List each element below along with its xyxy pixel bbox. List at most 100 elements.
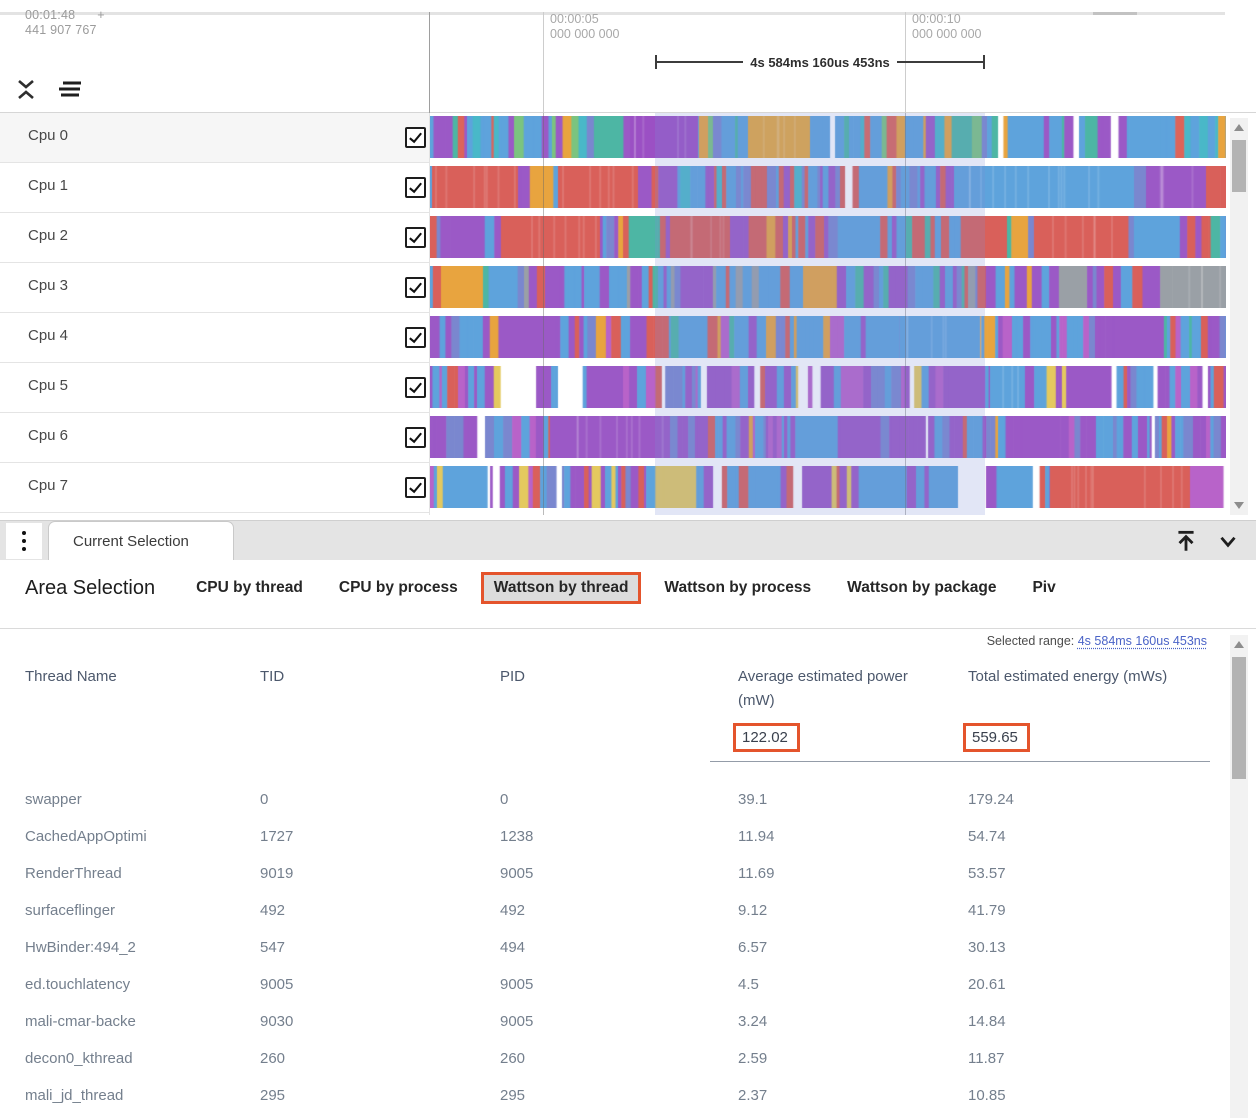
cell-tid: 9019	[260, 865, 294, 882]
chevron-down-icon[interactable]	[1214, 528, 1242, 554]
track-title: Cpu 5	[28, 377, 69, 394]
cell-thread: HwBinder:494_2	[25, 939, 136, 956]
cell-energy: 179.24	[968, 791, 1014, 808]
cursor-offset-sign: +	[97, 8, 105, 22]
table-row: decon0_kthread 260 260 2.59 11.87	[0, 1040, 1230, 1077]
table-row: HwBinder:494_2 547 494 6.57 30.13	[0, 929, 1230, 966]
track-checkbox[interactable]	[405, 127, 426, 148]
col-header-thread: Thread Name	[25, 668, 117, 685]
cpu-sched-track[interactable]	[430, 466, 1226, 508]
kebab-menu-icon[interactable]	[6, 523, 42, 559]
selected-range-link[interactable]: 4s 584ms 160us 453ns	[1077, 634, 1207, 648]
details-scrollbar[interactable]	[1230, 635, 1248, 1118]
cpu-sched-track[interactable]	[430, 266, 1226, 308]
cell-pid: 0	[500, 791, 509, 808]
cpu-track-row[interactable]: Cpu 6	[0, 413, 1256, 463]
cell-tid: 9030	[260, 1013, 294, 1030]
track-title: Cpu 4	[28, 327, 69, 344]
scroll-thumb[interactable]	[1232, 657, 1246, 779]
cell-tid: 547	[260, 939, 286, 956]
cpu-sched-track[interactable]	[430, 116, 1226, 158]
track-title: Cpu 7	[28, 477, 69, 494]
cpu-sched-track[interactable]	[430, 416, 1226, 458]
dock-to-top-icon[interactable]	[1172, 528, 1200, 554]
track-checkbox[interactable]	[405, 277, 426, 298]
cursor-timestamp: 00:01:48 +441 907 767	[25, 8, 105, 37]
panel-track-divider	[429, 12, 430, 113]
scroll-up-arrow[interactable]	[1234, 641, 1244, 648]
detail-tab-piv[interactable]: Piv	[1032, 579, 1056, 596]
cell-energy: 41.79	[968, 902, 1006, 919]
cell-energy: 20.61	[968, 976, 1006, 993]
trace-overview-strip[interactable]	[0, 12, 1225, 15]
cell-thread: CachedAppOptimi	[25, 828, 147, 845]
total-energy-value: 559.65	[963, 723, 1030, 752]
track-checkbox[interactable]	[405, 227, 426, 248]
flatten-tracks-icon[interactable]	[56, 76, 84, 102]
scroll-down-arrow[interactable]	[1234, 502, 1244, 509]
scroll-thumb[interactable]	[1232, 140, 1246, 192]
cell-pid: 9005	[500, 976, 534, 993]
track-title: Cpu 6	[28, 427, 69, 444]
cell-thread: RenderThread	[25, 865, 122, 882]
cell-pid: 1238	[500, 828, 534, 845]
cpu-track-row[interactable]: Cpu 0	[0, 113, 1256, 163]
track-list: Cpu 0 Cpu 1 Cpu 2 Cpu 3	[0, 113, 1256, 515]
ruler-tick: 00:00:10 000 000 000	[905, 12, 982, 113]
tracks-scrollbar[interactable]	[1230, 118, 1248, 515]
track-title: Cpu 0	[28, 127, 69, 144]
track-checkbox[interactable]	[405, 477, 426, 498]
cpu-track-row[interactable]: Cpu 2	[0, 213, 1256, 263]
cpu-track-row[interactable]: Cpu 3	[0, 263, 1256, 313]
detail-tab-cpu-by-process[interactable]: CPU by process	[338, 579, 458, 596]
cell-power: 2.59	[738, 1050, 768, 1067]
cell-power: 2.37	[738, 1087, 768, 1104]
cell-energy: 30.13	[968, 939, 1006, 956]
cell-power: 4.5	[738, 976, 759, 993]
scroll-up-arrow[interactable]	[1234, 124, 1244, 131]
cpu-sched-track[interactable]	[430, 166, 1226, 208]
track-checkbox[interactable]	[405, 377, 426, 398]
cell-tid: 9005	[260, 976, 294, 993]
table-row: swapper 0 0 39.1 179.24	[0, 781, 1230, 818]
cell-thread: mali_jd_thread	[25, 1087, 124, 1104]
tab-current-selection[interactable]: Current Selection	[48, 521, 234, 561]
table-row: RenderThread 9019 9005 11.69 53.57	[0, 855, 1230, 892]
cell-energy: 14.84	[968, 1013, 1006, 1030]
track-title: Cpu 1	[28, 177, 69, 194]
detail-tab-wattson-by-process[interactable]: Wattson by process	[664, 579, 812, 596]
cell-thread: mali-cmar-backe	[25, 1013, 136, 1030]
cpu-track-row[interactable]: Cpu 7	[0, 463, 1256, 513]
cell-pid: 494	[500, 939, 526, 956]
track-checkbox[interactable]	[405, 427, 426, 448]
track-checkbox[interactable]	[405, 327, 426, 348]
track-checkbox[interactable]	[405, 177, 426, 198]
cpu-sched-track[interactable]	[430, 216, 1226, 258]
cell-power: 6.57	[738, 939, 768, 956]
table-row: ed.touchlatency 9005 9005 4.5 20.61	[0, 966, 1230, 1003]
detail-tab-wattson-by-package[interactable]: Wattson by package	[847, 579, 997, 596]
cpu-sched-track[interactable]	[430, 316, 1226, 358]
col-header-tid: TID	[260, 668, 285, 685]
overview-viewport-mark[interactable]	[1093, 12, 1137, 15]
cpu-track-row[interactable]: Cpu 5	[0, 363, 1256, 413]
collapse-tracks-icon[interactable]	[12, 76, 40, 102]
cell-power: 11.94	[738, 828, 775, 845]
cpu-track-row[interactable]: Cpu 4	[0, 313, 1256, 363]
page-title: Area Selection	[25, 576, 156, 599]
selection-duration-bracket: 4s 584ms 160us 453ns	[655, 54, 985, 70]
detail-tab-wattson-by-thread[interactable]: Wattson by thread	[480, 572, 642, 604]
details-tabstrip: Current Selection	[0, 520, 1256, 561]
table-row: surfaceflinger 492 492 9.12 41.79	[0, 892, 1230, 929]
cell-power: 11.69	[738, 865, 775, 882]
cpu-track-row[interactable]: Cpu 1	[0, 163, 1256, 213]
cell-tid: 260	[260, 1050, 286, 1067]
cell-pid: 260	[500, 1050, 526, 1067]
cell-energy: 54.74	[968, 828, 1006, 845]
cell-thread: surfaceflinger	[25, 902, 116, 919]
cell-pid: 295	[500, 1087, 526, 1104]
selection-duration-label: 4s 584ms 160us 453ns	[750, 54, 890, 70]
detail-tab-cpu-by-thread[interactable]: CPU by thread	[196, 579, 303, 596]
cpu-sched-track[interactable]	[430, 366, 1226, 408]
